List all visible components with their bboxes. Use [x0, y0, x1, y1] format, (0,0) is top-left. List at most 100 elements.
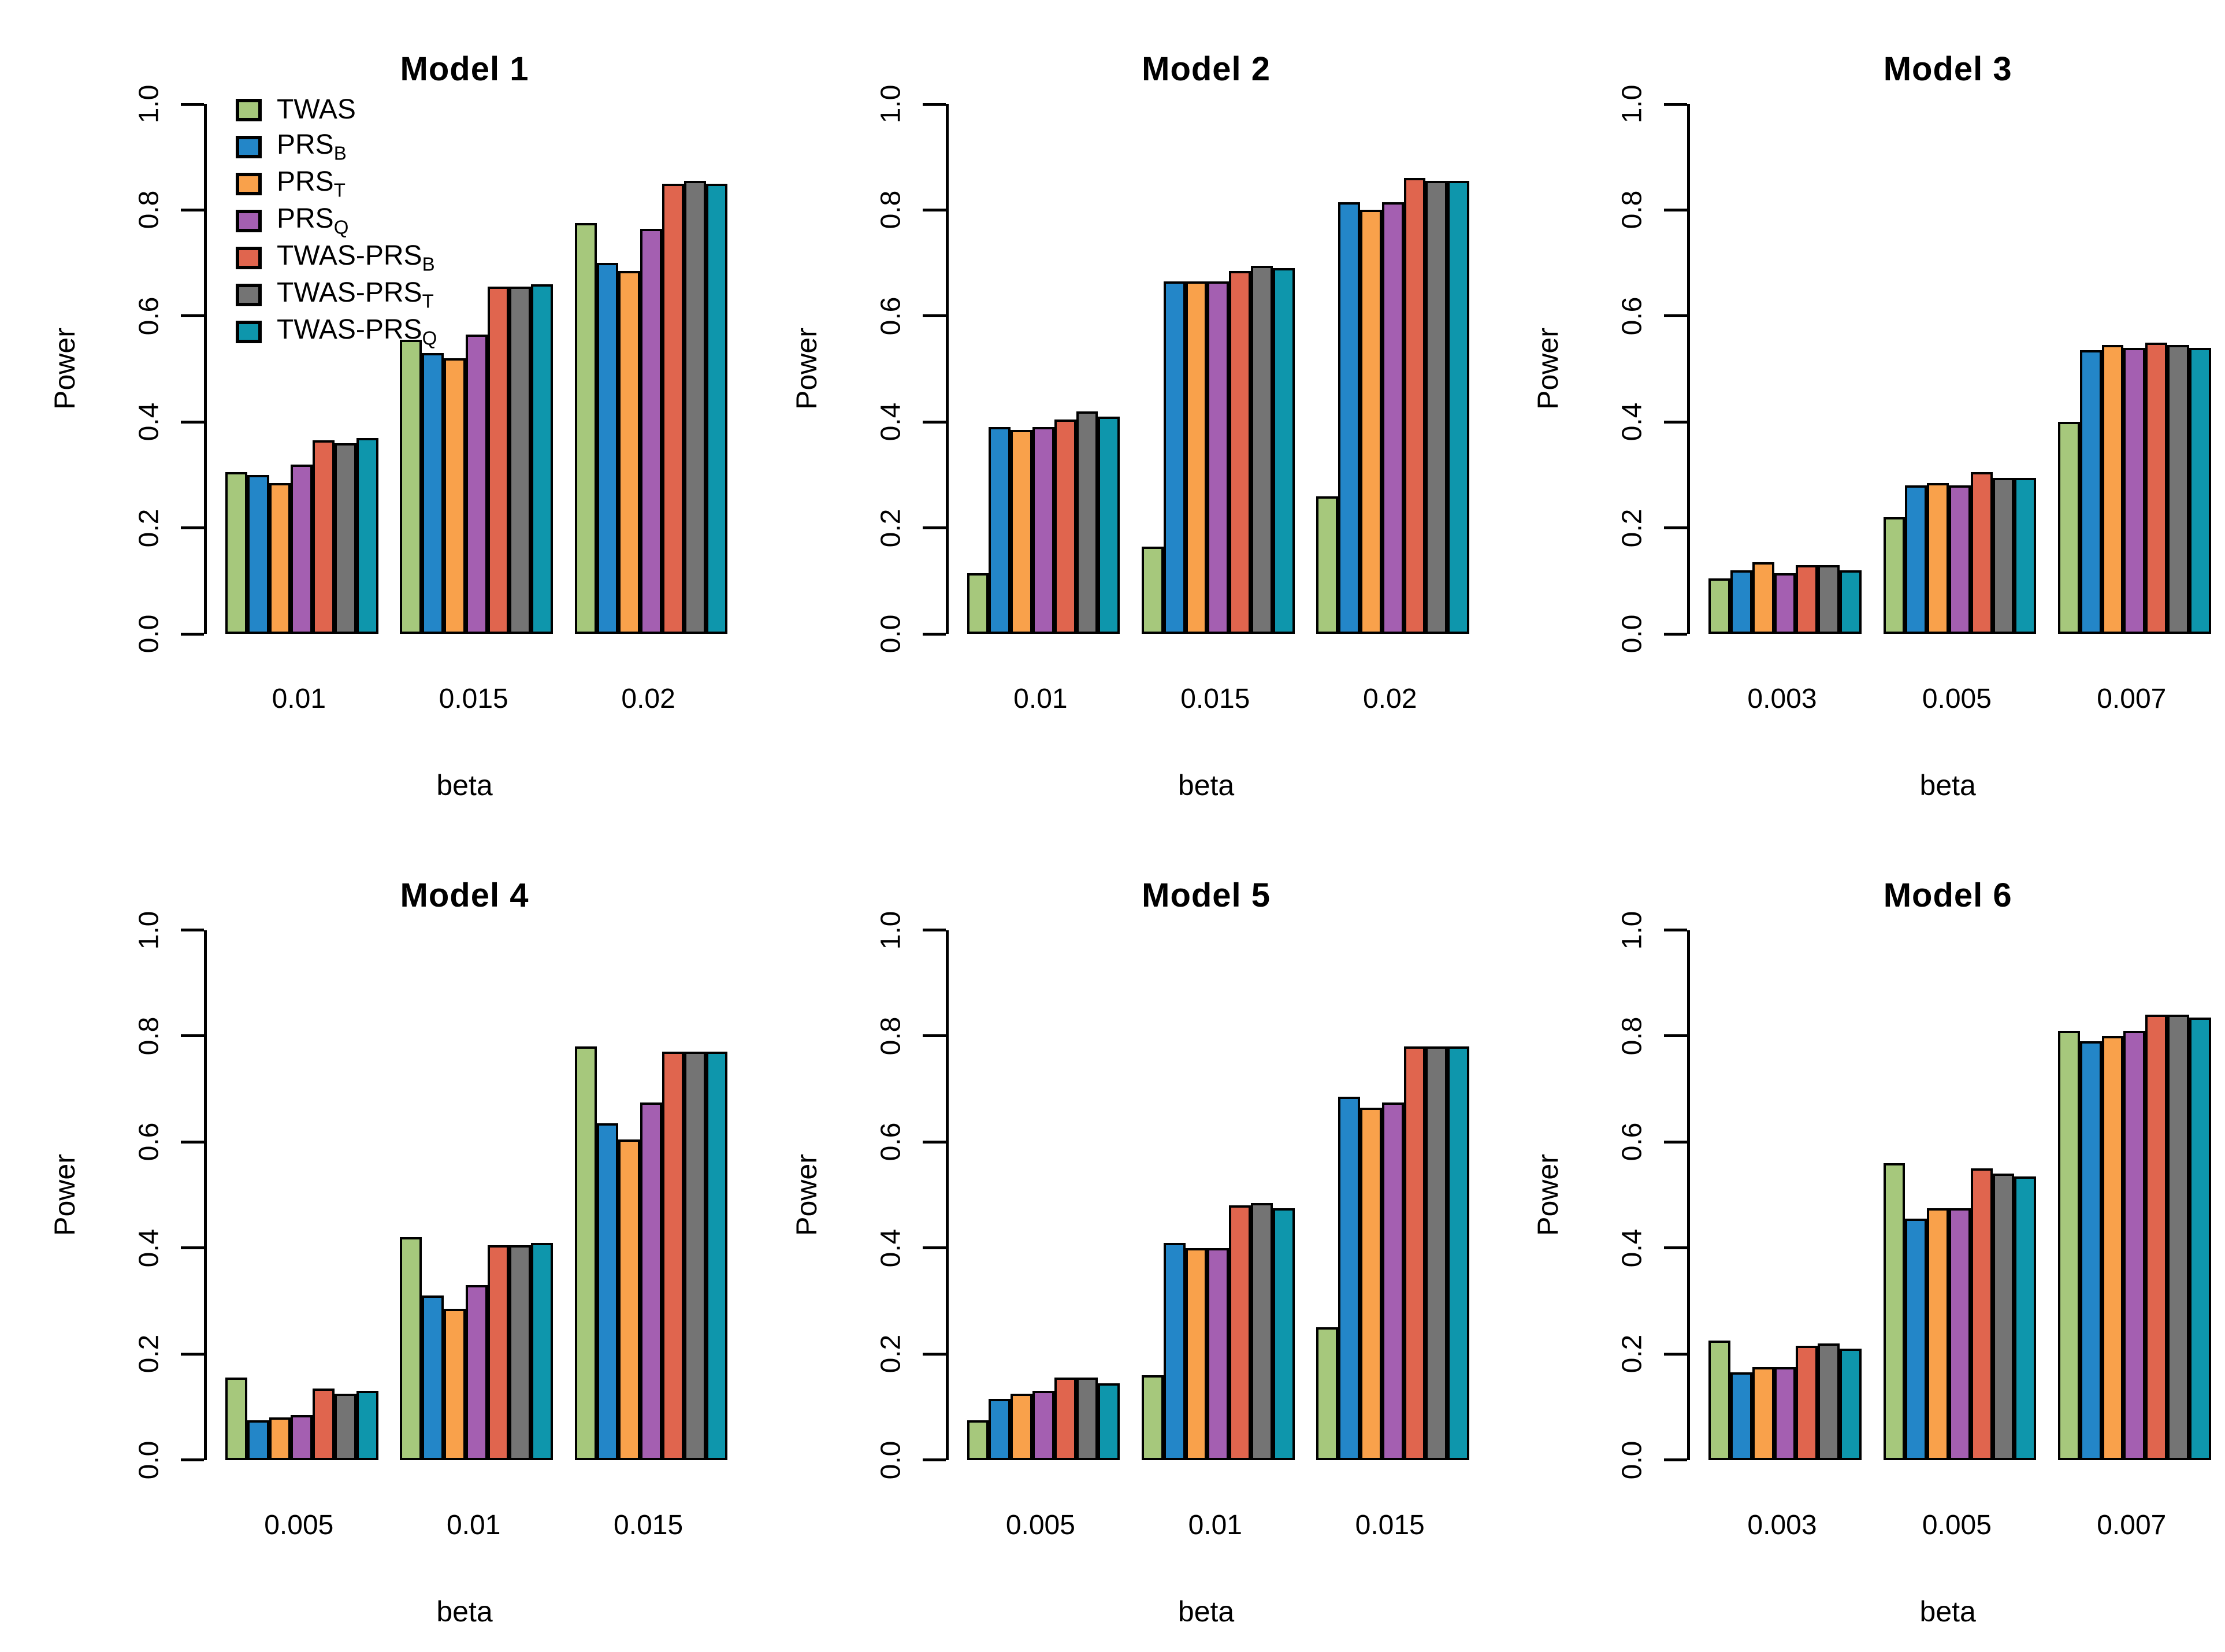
bar-PRS_Q-0.01 [1032, 427, 1054, 634]
x-tick-label: 0.003 [1747, 684, 1817, 714]
bar-PRS_T-0.01 [269, 482, 291, 634]
bar-TWAS-PRS_B-0.01 [1229, 1205, 1251, 1460]
y-tick-mark [181, 526, 204, 530]
bar-PRS_T-0.015 [444, 358, 466, 634]
y-tick-mark [1664, 929, 1688, 931]
y-tick-label: 1.0 [1617, 911, 1648, 949]
bar-TWAS-0.015 [574, 1046, 597, 1460]
x-tick-label: 0.005 [1922, 1509, 1992, 1540]
bar-PRS_B-0.015 [422, 353, 444, 634]
plot-area: 0.0 0.2 0.4 0.6 0.8 1.0 [134, 911, 728, 1479]
y-tick-label: 0.6 [133, 296, 165, 336]
legend-item-TWAS: TWAS [236, 91, 437, 128]
plot-area: 0.0 0.2 0.4 0.6 0.8 1.0 [1617, 911, 2211, 1479]
bar-PRS_Q-0.005 [1032, 1391, 1054, 1460]
bar-PRS_Q-0.01 [1207, 1248, 1229, 1460]
bar-PRS_Q-0.015 [1207, 281, 1229, 634]
x-tick-label: 0.007 [2097, 1509, 2167, 1540]
y-tick-label: 0.2 [875, 1334, 907, 1373]
bar-TWAS-PRS_B-0.003 [1796, 1346, 1818, 1460]
y-tick-label: 0.8 [875, 1016, 907, 1056]
y-tick-label: 1.0 [133, 911, 165, 949]
bar-PRS_T-0.01 [1185, 1248, 1208, 1460]
y-tick-label: 0.2 [133, 1334, 165, 1373]
legend-swatch [236, 98, 262, 121]
bar-TWAS-PRS_T-0.02 [1425, 180, 1448, 634]
y-tick-mark [1664, 526, 1688, 530]
bar-PRS_B-0.007 [2079, 1041, 2102, 1460]
bar-TWAS-PRS_T-0.003 [1818, 1343, 1840, 1460]
y-tick-label: 0.6 [133, 1122, 165, 1161]
bar-PRS_Q-0.02 [1381, 202, 1404, 634]
y-tick-mark [1664, 1246, 1688, 1250]
bar-TWAS-PRS_T-0.015 [1425, 1046, 1448, 1460]
y-tick-mark [181, 632, 204, 636]
bar-PRS_T-0.007 [2101, 1035, 2124, 1460]
legend-item-TWAS-PRS_Q: TWAS-PRSQ [236, 313, 437, 350]
y-tick-mark [1664, 1458, 1688, 1461]
bar-PRS_T-0.007 [2101, 345, 2124, 634]
bar-PRS_B-0.003 [1730, 570, 1752, 634]
legend-item-PRS_Q: PRSQ [236, 202, 437, 239]
legend-item-TWAS-PRS_B: TWAS-PRSB [236, 239, 437, 276]
y-axis-label: Power [790, 328, 823, 410]
x-tick-label: 0.01 [446, 1509, 501, 1540]
y-tick-label: 1.0 [1617, 84, 1648, 124]
y-tick-mark [1664, 314, 1688, 318]
x-axis-label: beta [1177, 1595, 1235, 1628]
bar-TWAS-PRS_T-0.003 [1818, 565, 1840, 634]
y-tick-label: 0.4 [1617, 402, 1648, 441]
y-tick-mark [922, 929, 946, 931]
x-axis-label: beta [1919, 769, 1976, 801]
x-tick-label: 0.01 [1013, 684, 1068, 714]
panel-model-4: Model 4 Power 0.0 0.2 0.4 0.6 0.8 1.0 beta 0.… [0, 826, 742, 1652]
bar-PRS_T-0.005 [1927, 482, 1949, 634]
plot-area: 0.0 0.2 0.4 0.6 0.8 1.0 [875, 911, 1470, 1479]
bar-TWAS-PRS_B-0.01 [1054, 419, 1076, 634]
bar-TWAS-0.003 [1708, 1341, 1730, 1460]
y-tick-mark [181, 1458, 204, 1461]
legend-label: PRSB [277, 129, 347, 164]
bar-PRS_Q-0.005 [291, 1415, 313, 1460]
bar-TWAS-0.015 [400, 340, 422, 634]
bar-TWAS-0.005 [967, 1420, 989, 1460]
bar-TWAS-0.02 [1316, 496, 1339, 634]
bar-PRS_Q-0.015 [1381, 1102, 1404, 1460]
y-tick-mark [1664, 208, 1688, 211]
legend-swatch [236, 172, 262, 195]
bar-PRS_T-0.003 [1752, 562, 1774, 634]
legend-label: PRSQ [277, 203, 349, 238]
bar-TWAS-PRS_B-0.007 [2145, 342, 2167, 634]
bar-TWAS-PRS_B-0.01 [487, 1245, 510, 1460]
bar-TWAS-PRS_Q-0.005 [1098, 1383, 1120, 1460]
bar-TWAS-PRS_T-0.02 [684, 180, 706, 634]
x-axis-label: beta [1919, 1595, 1976, 1628]
bar-TWAS-0.01 [225, 472, 247, 634]
bar-TWAS-PRS_Q-0.02 [1447, 180, 1469, 634]
panel-model-5: Model 5 Power 0.0 0.2 0.4 0.6 0.8 1.0 beta 0.… [742, 826, 1484, 1652]
y-axis-label: Power [49, 328, 81, 410]
legend-swatch [236, 246, 262, 269]
y-tick-mark [922, 208, 946, 211]
y-tick-label: 0.4 [133, 402, 165, 441]
x-tick-label: 0.02 [621, 684, 675, 714]
bar-PRS_B-0.003 [1730, 1372, 1752, 1460]
bar-PRS_T-0.005 [1927, 1208, 1949, 1460]
bar-PRS_Q-0.005 [1948, 1208, 1971, 1460]
y-tick-label: 1.0 [875, 911, 907, 949]
y-tick-mark [922, 632, 946, 636]
panel-title: Model 3 [1883, 50, 2012, 88]
y-tick-label: 1.0 [133, 84, 165, 124]
y-tick-mark [1664, 1034, 1688, 1038]
y-tick-label: 0.4 [1617, 1228, 1648, 1268]
bar-PRS_T-0.02 [1359, 210, 1382, 634]
panel-title: Model 6 [1883, 876, 2012, 914]
panel-model-2: Model 2 Power 0.0 0.2 0.4 0.6 0.8 1.0 beta 0.… [742, 0, 1484, 826]
bar-TWAS-PRS_T-0.005 [335, 1393, 356, 1460]
legend-item-PRS_B: PRSB [236, 128, 437, 165]
panel-title: Model 5 [1142, 876, 1271, 914]
bar-PRS_T-0.015 [618, 1139, 641, 1460]
bar-PRS_T-0.02 [618, 270, 641, 634]
bar-TWAS-0.007 [2057, 422, 2080, 634]
legend-label: TWAS-PRSQ [277, 314, 437, 349]
